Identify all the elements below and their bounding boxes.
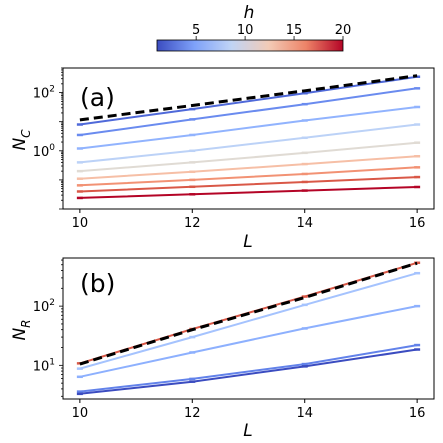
panel-a-x-tick-label: 14 bbox=[296, 216, 313, 231]
colorbar-tick-label: 15 bbox=[286, 23, 303, 38]
y-tick-exponent: 2 bbox=[49, 85, 55, 95]
panel-a-xlabel: L bbox=[243, 232, 252, 252]
panel-a-ylabel-sub: C bbox=[19, 129, 33, 138]
panel-b-x-ticks: 10 12 14 16 bbox=[72, 399, 426, 421]
colorbar-tick-label: 10 bbox=[237, 23, 254, 38]
panel-b-x-tick-label: 16 bbox=[409, 406, 426, 421]
panel-b-series-line bbox=[79, 344, 418, 393]
panel-b-ylabel-main: N bbox=[10, 328, 30, 341]
y-tick-base: 10 bbox=[33, 145, 50, 160]
panel-b-series-line bbox=[79, 272, 418, 370]
panel-a-series-line bbox=[79, 186, 418, 199]
panel-b-x-tick-label: 14 bbox=[296, 406, 313, 421]
panel-a-x-tick-label: 12 bbox=[184, 216, 201, 231]
panel-a-series-line bbox=[79, 176, 418, 193]
colorbar-gradient bbox=[156, 39, 344, 52]
panel-b-ylabel: NR bbox=[10, 319, 33, 340]
y-tick-base: 10 bbox=[33, 300, 50, 315]
colorbar-tick-label: 5 bbox=[192, 23, 200, 38]
panel-b-series-line bbox=[79, 348, 418, 395]
panel-b-xlabel: L bbox=[243, 421, 252, 441]
y-tick-exponent: 1 bbox=[49, 357, 55, 367]
panel-a-series-line bbox=[79, 87, 418, 136]
panel-a-series-line bbox=[79, 141, 418, 173]
panel-a-series-line bbox=[79, 166, 418, 187]
y-tick-exponent: 0 bbox=[49, 143, 55, 153]
panel-a-frame bbox=[62, 67, 435, 210]
panel-b-x-tick-label: 10 bbox=[72, 406, 89, 421]
panel-a-ylabel-main: N bbox=[10, 138, 30, 151]
panel-b-ylabel-sub: R bbox=[19, 319, 33, 327]
panel-a-y-tick-label: 100 bbox=[33, 143, 56, 160]
colorbar-label: h bbox=[244, 3, 255, 23]
panel-b-y-tick-label: 101 bbox=[33, 357, 55, 374]
panel-b-y-tick-label: 102 bbox=[33, 298, 55, 315]
panel-a-series-line bbox=[79, 123, 418, 164]
panel-b-frame bbox=[62, 257, 435, 400]
panel-a-label: (a) bbox=[80, 83, 115, 112]
colorbar-ticks: 5 10 15 20 bbox=[192, 23, 351, 40]
panel-a-series-line bbox=[79, 75, 418, 126]
panel-b-series bbox=[76, 261, 421, 396]
panel-a-y-tick-label: 102 bbox=[33, 85, 55, 102]
panel-a-reference bbox=[79, 74, 418, 122]
panel-b-label: (b) bbox=[80, 269, 115, 298]
y-tick-base: 10 bbox=[33, 359, 50, 374]
panel-b-reference-line bbox=[79, 261, 418, 366]
colorbar: h 5 10 15 20 bbox=[156, 3, 351, 52]
panel-a-reference-line bbox=[79, 74, 418, 122]
panel-a-x-ticks: 10 12 14 16 bbox=[72, 209, 426, 231]
panel-a-x-tick-label: 16 bbox=[409, 216, 426, 231]
panel-a-x-tick-label: 10 bbox=[72, 216, 89, 231]
y-tick-base: 10 bbox=[33, 87, 50, 102]
panel-a-series bbox=[76, 75, 421, 200]
panel-b-x-tick-label: 12 bbox=[184, 406, 201, 421]
colorbar-tick-label: 20 bbox=[335, 23, 352, 38]
panel-a-series-line bbox=[79, 106, 418, 150]
y-tick-exponent: 2 bbox=[49, 298, 55, 308]
panel-b-series-line bbox=[79, 305, 418, 378]
panel-b-reference bbox=[79, 261, 418, 366]
panel-a-series-line bbox=[79, 155, 418, 180]
panel-a-ylabel: NC bbox=[10, 129, 33, 151]
